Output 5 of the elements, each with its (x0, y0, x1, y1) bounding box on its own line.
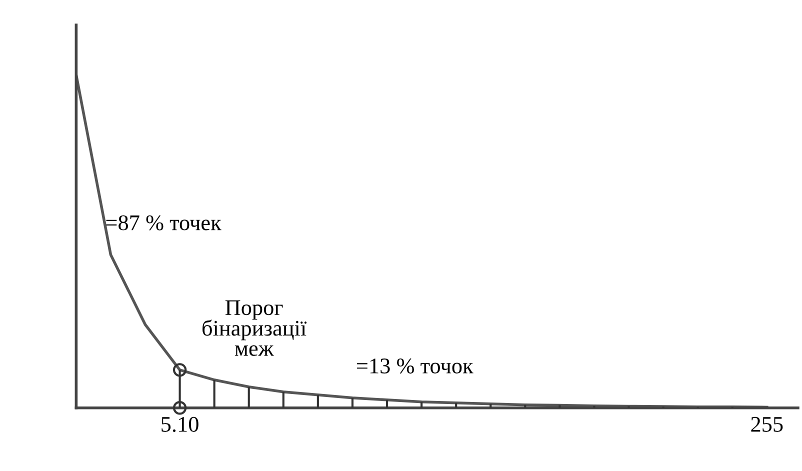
annotation: Порог бінаризації меж (202, 300, 307, 356)
x-tick-label: 255 (751, 416, 783, 432)
x-tick-label: 5.10 (162, 416, 198, 432)
annotation: =13 % точок (357, 358, 474, 374)
annotation: =87 % точек (106, 215, 222, 230)
